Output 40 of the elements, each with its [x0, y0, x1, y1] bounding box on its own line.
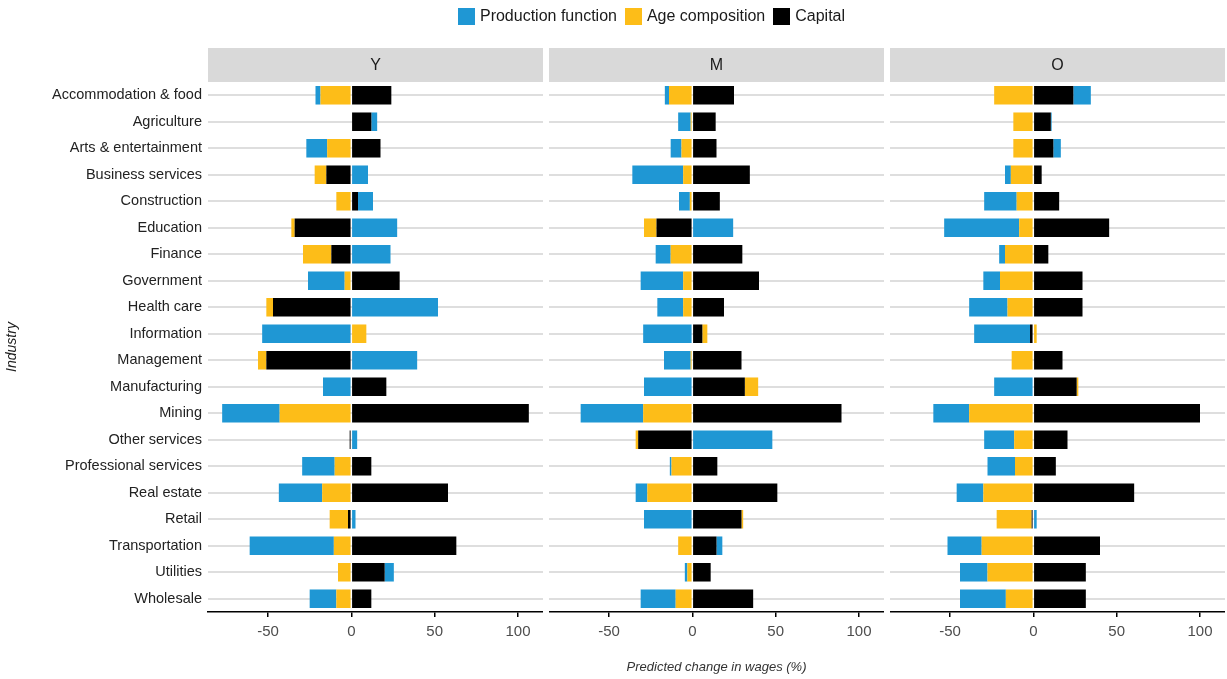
y-tick-label: Construction — [120, 192, 202, 209]
y-tick-label: Retail — [164, 510, 202, 527]
y-tick-label: Other services — [108, 430, 202, 447]
y-tick-label: Agriculture — [132, 112, 202, 129]
x-tick-label: 50 — [767, 622, 785, 640]
chart-title: Y — [370, 56, 381, 74]
y-tick-label: Manufacturing — [110, 377, 202, 394]
chart-title: O — [1051, 56, 1064, 74]
x-tick-label: 50 — [426, 622, 444, 640]
y-tick-label: Mining — [159, 404, 202, 421]
y-tick-label: Government — [122, 271, 202, 288]
y-tick-label: Management — [117, 351, 202, 368]
x-tick-label: -50 — [257, 622, 279, 640]
x-tick-label: 100 — [846, 622, 872, 640]
x-tick-label: -50 — [939, 622, 961, 640]
x-tick-label: 0 — [688, 622, 697, 640]
legend-label: Production function — [479, 7, 617, 25]
y-tick-label: Information — [129, 324, 202, 341]
y-tick-label: Accommodation & food — [52, 86, 202, 103]
x-tick-label: -50 — [598, 622, 620, 640]
y-tick-label: Arts & entertainment — [69, 139, 202, 156]
y-tick-label: Wholesale — [134, 589, 202, 606]
y-tick-label: Real estate — [128, 483, 202, 500]
legend-label: Capital — [795, 7, 846, 25]
y-tick-label: Education — [137, 218, 202, 235]
y-tick-label: Utilities — [155, 563, 202, 580]
y-tick-label: Health care — [127, 298, 202, 315]
x-tick-label: 0 — [1029, 622, 1038, 640]
legend-label: Age composition — [646, 7, 766, 25]
x-tick-label: 0 — [347, 622, 356, 640]
y-tick-label: Finance — [150, 245, 202, 262]
x-tick-label: 100 — [1187, 622, 1213, 640]
y-tick-label: Business services — [85, 165, 202, 182]
y-axis-title: Industry — [3, 321, 20, 372]
x-axis-title: Predicted change in wages (%) — [626, 658, 807, 674]
y-tick-label: Professional services — [65, 457, 202, 474]
x-tick-label: 100 — [505, 622, 531, 640]
x-tick-label: 50 — [1108, 622, 1126, 640]
chart-title: M — [709, 56, 724, 74]
y-tick-label: Transportation — [109, 536, 202, 553]
